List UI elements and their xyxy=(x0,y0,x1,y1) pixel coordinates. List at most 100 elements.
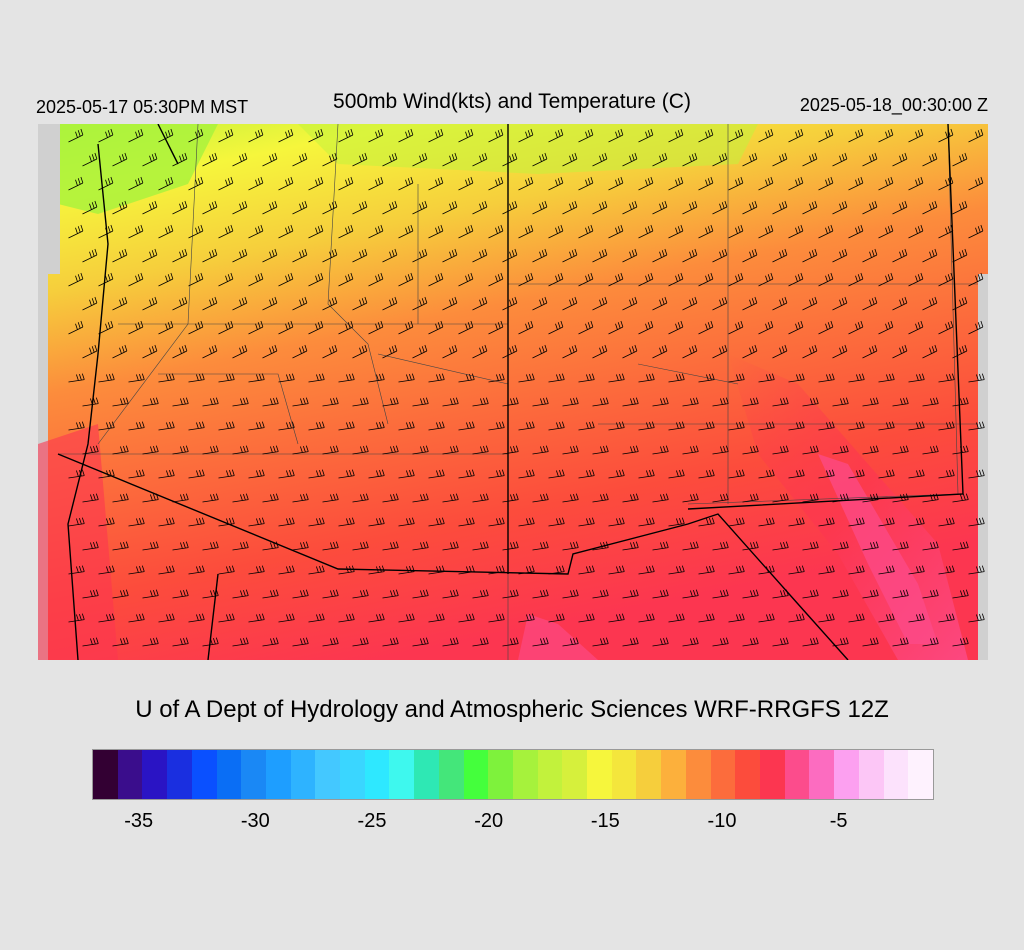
wind-barb xyxy=(668,128,684,143)
wind-barb xyxy=(278,320,294,335)
wind-barb xyxy=(262,589,279,599)
wind-barb xyxy=(758,128,774,143)
wind-barb xyxy=(622,200,638,215)
wind-barb xyxy=(142,397,159,407)
wind-barb xyxy=(578,320,594,335)
wind-barb xyxy=(698,128,714,143)
wind-barb xyxy=(502,589,519,599)
colorbar-cell xyxy=(636,750,662,799)
wind-barb xyxy=(188,272,204,287)
wind-barb xyxy=(98,373,115,383)
wind-barb xyxy=(562,445,579,455)
wind-barb xyxy=(638,469,655,479)
wind-barb xyxy=(742,296,758,311)
wind-barb xyxy=(158,128,174,143)
wind-barb xyxy=(518,613,535,623)
wind-barb xyxy=(172,637,189,647)
colorbar-cell xyxy=(340,750,365,799)
wind-barb xyxy=(622,152,638,167)
wind-barb xyxy=(142,541,159,551)
wind-barb xyxy=(742,445,759,455)
wind-barb xyxy=(158,517,175,527)
wind-barb xyxy=(98,224,114,239)
colorbar-cell xyxy=(759,750,785,799)
wind-barb xyxy=(232,152,248,167)
colorbar-cell xyxy=(117,750,143,799)
wind-barb xyxy=(278,224,294,239)
wind-barb xyxy=(68,272,84,287)
wind-barb xyxy=(848,565,865,575)
wind-barb xyxy=(412,152,428,167)
wind-barb xyxy=(652,397,669,407)
wind-barb xyxy=(562,589,579,599)
wind-barb xyxy=(772,493,789,503)
wind-barb xyxy=(562,344,578,359)
wind-barb xyxy=(68,421,85,431)
wind-barb xyxy=(548,421,565,431)
wind-barb xyxy=(818,517,835,527)
wind-barb xyxy=(728,272,744,287)
wind-barb xyxy=(142,445,159,455)
wind-barb xyxy=(878,272,894,287)
wind-barb xyxy=(578,128,594,143)
wind-barb xyxy=(68,517,85,527)
wind-barb xyxy=(382,200,398,215)
wind-barb xyxy=(292,152,308,167)
wind-barb xyxy=(382,493,399,503)
wind-barb xyxy=(278,469,295,479)
wind-barb xyxy=(968,469,985,479)
colorbar-tick-label: -25 xyxy=(357,810,387,832)
wind-barb xyxy=(652,541,669,551)
wind-barb xyxy=(472,248,488,263)
wind-barb xyxy=(262,152,278,167)
wind-barb xyxy=(922,296,938,311)
wind-barb xyxy=(938,272,954,287)
wind-barb xyxy=(742,397,759,407)
wind-barb xyxy=(188,421,205,431)
wind-barb xyxy=(892,296,908,311)
wind-barb xyxy=(158,565,175,575)
wind-barb xyxy=(98,421,115,431)
wind-barb xyxy=(98,272,114,287)
wind-barb xyxy=(532,589,549,599)
wind-barb xyxy=(698,469,715,479)
wind-barb xyxy=(202,248,218,263)
wind-barb xyxy=(382,637,399,647)
wind-barb xyxy=(728,565,745,575)
wind-barb xyxy=(668,421,685,431)
wind-barb xyxy=(968,128,984,143)
wind-barb xyxy=(202,637,219,647)
wind-barb xyxy=(82,248,98,263)
wind-barb xyxy=(322,589,339,599)
colorbar-tick-label: -35 xyxy=(124,810,154,832)
wind-barb xyxy=(98,176,114,191)
wind-barb xyxy=(292,296,308,311)
wind-barb xyxy=(802,637,819,647)
colorbar-cell xyxy=(661,750,686,799)
wind-barb xyxy=(638,421,655,431)
wind-barb xyxy=(638,128,654,143)
wind-barb xyxy=(352,248,368,263)
wind-barb xyxy=(848,176,864,191)
wind-barb xyxy=(308,128,324,143)
wind-barb xyxy=(232,296,248,311)
wind-barb xyxy=(472,541,489,551)
wind-barb xyxy=(518,421,535,431)
wind-barb xyxy=(608,128,624,143)
wind-barb xyxy=(892,397,909,407)
wind-barb xyxy=(442,200,458,215)
wind-barb xyxy=(412,541,429,551)
wind-barb xyxy=(712,397,729,407)
wind-barb xyxy=(398,128,414,143)
wind-barb xyxy=(412,445,429,455)
wind-barb xyxy=(232,589,249,599)
colorbar-cell xyxy=(364,750,390,799)
wind-barb xyxy=(532,397,549,407)
wind-barb xyxy=(188,517,205,527)
wind-barb xyxy=(922,493,939,503)
wind-barb xyxy=(382,152,398,167)
wind-barb xyxy=(592,445,609,455)
colorbar-cell xyxy=(488,750,513,799)
wind-barb xyxy=(968,224,984,239)
wind-barb xyxy=(428,565,445,575)
